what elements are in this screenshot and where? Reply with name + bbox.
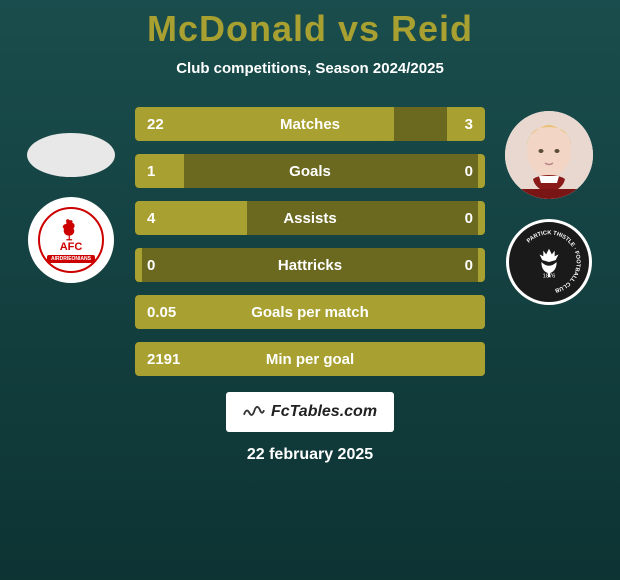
- stats-bars: 22 3 Matches 1 0 Goals 4 0 Assists 0 0 Hattricks 0.0…: [135, 107, 485, 376]
- stat-value-left: 22: [147, 116, 164, 133]
- subtitle: Club competitions, Season 2024/2025: [0, 60, 620, 77]
- right-side-column: PARTICK THISTLE · FOOTBALL CLUB 1876: [499, 107, 599, 305]
- stat-value-right: 0: [465, 210, 473, 227]
- left-side-column: AFC AIRDRIEONIANS: [21, 107, 121, 283]
- stat-fill-right: [478, 154, 485, 188]
- left-club-badge: AFC AIRDRIEONIANS: [28, 197, 114, 283]
- fctables-label: FcTables.com: [271, 403, 377, 421]
- stat-value-right: 0: [465, 163, 473, 180]
- stat-fill-left: [135, 154, 184, 188]
- stat-bar: 0.05 Goals per match: [135, 295, 485, 329]
- stat-label: Assists: [283, 210, 336, 227]
- svg-text:1876: 1876: [543, 273, 556, 279]
- stat-label: Min per goal: [266, 351, 354, 368]
- right-club-badge-inner: PARTICK THISTLE · FOOTBALL CLUB 1876: [514, 227, 584, 297]
- fctables-attribution: FcTables.com: [226, 392, 394, 432]
- stat-bar: 22 3 Matches: [135, 107, 485, 141]
- right-player-avatar: [505, 111, 593, 199]
- left-club-banner: AIRDRIEONIANS: [47, 255, 95, 263]
- stat-value-right: 0: [465, 257, 473, 274]
- content-area: AFC AIRDRIEONIANS 22 3 Matches 1 0 Goals 4 0 Ass…: [0, 107, 620, 376]
- stat-fill-right: [478, 248, 485, 282]
- player-face-icon: [505, 111, 593, 199]
- stat-fill-left: [135, 107, 394, 141]
- stat-value-left: 4: [147, 210, 155, 227]
- date-label: 22 february 2025: [0, 446, 620, 464]
- stat-bar: 4 0 Assists: [135, 201, 485, 235]
- stat-fill-left: [135, 248, 142, 282]
- stat-label: Hattricks: [278, 257, 342, 274]
- stat-label: Goals per match: [251, 304, 369, 321]
- page-title: McDonald vs Reid: [0, 0, 620, 50]
- stat-bar: 2191 Min per goal: [135, 342, 485, 376]
- left-club-short: AFC: [60, 241, 83, 253]
- stat-label: Goals: [289, 163, 331, 180]
- left-player-avatar: [27, 133, 115, 177]
- svg-text:PARTICK THISTLE · FOOTBALL CLU: PARTICK THISTLE · FOOTBALL CLUB: [526, 230, 581, 293]
- right-club-badge: PARTICK THISTLE · FOOTBALL CLUB 1876: [506, 219, 592, 305]
- stat-value-right: 3: [465, 116, 473, 133]
- left-club-badge-inner: AFC AIRDRIEONIANS: [38, 207, 104, 273]
- stat-value-left: 0.05: [147, 304, 176, 321]
- stat-label: Matches: [280, 116, 340, 133]
- right-club-ring-text: PARTICK THISTLE · FOOTBALL CLUB 1876: [514, 227, 584, 297]
- stat-bar: 1 0 Goals: [135, 154, 485, 188]
- stat-value-left: 2191: [147, 351, 180, 368]
- stat-value-left: 1: [147, 163, 155, 180]
- stat-value-left: 0: [147, 257, 155, 274]
- stat-bar: 0 0 Hattricks: [135, 248, 485, 282]
- stat-fill-right: [478, 201, 485, 235]
- fctables-squiggle-icon: [243, 403, 265, 421]
